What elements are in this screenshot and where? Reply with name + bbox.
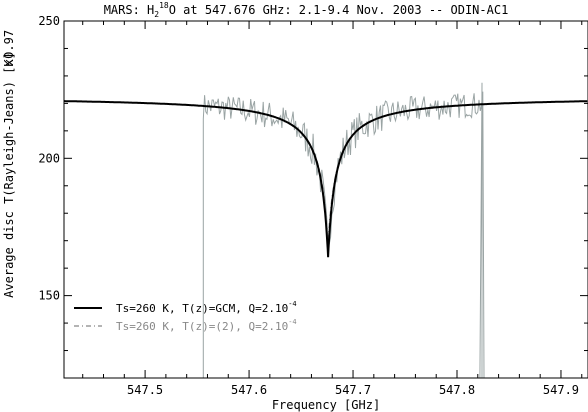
legend-label-t2-text: Ts=260 K, T(z)=(2), Q=2.10	[116, 320, 288, 333]
x-tick-label: 547.6	[231, 383, 267, 397]
x-tick-label: 547.5	[127, 383, 163, 397]
title-sup: 18	[159, 1, 169, 10]
x-tick-label: 547.9	[543, 383, 579, 397]
axis-ticks: 547.5 547.6 547.7 547.8 547.9 150 200 250	[38, 14, 588, 397]
title-pre: MARS: H	[104, 3, 155, 17]
legend-label-gcm-exp: -4	[288, 300, 296, 308]
legend-label-t2-exp: -4	[288, 318, 296, 326]
y-tick-label: 200	[38, 151, 60, 165]
legend-label-gcm: Ts=260 K, T(z)=GCM, Q=2.10-4	[116, 300, 297, 315]
title-sub: 2	[154, 10, 159, 19]
x-tick-label: 547.8	[439, 383, 475, 397]
plot-frame	[63, 20, 588, 379]
x-tick-label: 547.7	[335, 383, 371, 397]
y-axis-label: Average disc T(Rayleigh-Jeans) [K]	[2, 52, 16, 298]
chart-title: MARS: H218O at 547.676 GHz: 2.1-9.4 Nov.…	[104, 1, 509, 19]
plot-area	[64, 82, 588, 379]
y-tick-label: 250	[38, 14, 60, 28]
observed-spectrum-line	[202, 82, 485, 379]
y-tick-label: 150	[38, 289, 60, 303]
title-post: O at 547.676 GHz: 2.1-9.4 Nov. 2003 -- O…	[169, 3, 509, 17]
model-gcm-line	[64, 100, 588, 258]
legend: Ts=260 K, T(z)=GCM, Q=2.10-4 Ts=260 K, T…	[74, 300, 297, 333]
x-axis-label: Frequency [GHz]	[272, 398, 380, 412]
scale-note: x0.97	[2, 30, 16, 66]
legend-label-t2: Ts=260 K, T(z)=(2), Q=2.10-4	[116, 318, 297, 333]
legend-label-gcm-text: Ts=260 K, T(z)=GCM, Q=2.10	[116, 302, 288, 315]
